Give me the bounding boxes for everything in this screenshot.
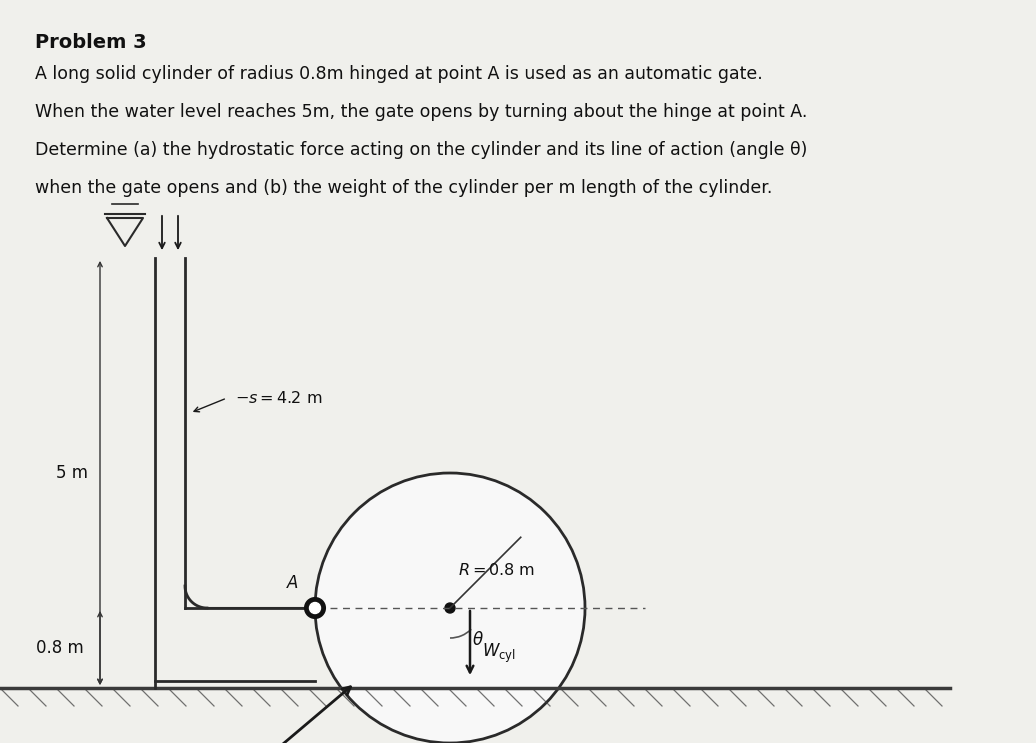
- Text: When the water level reaches 5m, the gate opens by turning about the hinge at po: When the water level reaches 5m, the gat…: [35, 103, 807, 121]
- Text: Problem 3: Problem 3: [35, 33, 147, 52]
- Text: 5 m: 5 m: [56, 464, 88, 482]
- Text: A long solid cylinder of radius 0.8m hinged at point A is used as an automatic g: A long solid cylinder of radius 0.8m hin…: [35, 65, 762, 83]
- Text: $R = 0.8$ m: $R = 0.8$ m: [458, 562, 536, 578]
- Circle shape: [305, 598, 325, 618]
- Circle shape: [310, 603, 320, 614]
- Text: 0.8 m: 0.8 m: [36, 639, 84, 657]
- Text: $\theta$: $\theta$: [472, 631, 484, 649]
- Text: $W_{\rm cyl}$: $W_{\rm cyl}$: [482, 641, 516, 664]
- Text: $A$: $A$: [286, 574, 299, 592]
- Circle shape: [445, 603, 455, 613]
- Text: Determine (a) the hydrostatic force acting on the cylinder and its line of actio: Determine (a) the hydrostatic force acti…: [35, 141, 807, 159]
- Circle shape: [315, 473, 585, 743]
- Text: $-s = 4.2$ m: $-s = 4.2$ m: [235, 390, 322, 406]
- Text: when the gate opens and (b) the weight of the cylinder per m length of the cylin: when the gate opens and (b) the weight o…: [35, 179, 773, 197]
